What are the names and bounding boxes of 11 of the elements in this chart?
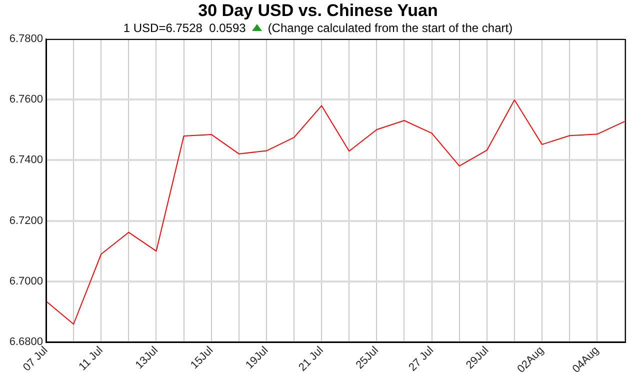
text: (Change calculated from the start of the chart)	[268, 21, 513, 35]
x-tick-label: 11 Jul	[76, 344, 106, 374]
chart-subtitle: 1 USD=6.7528 0.0593	[123, 21, 246, 35]
chart-title: 30 Day USD vs. Chinese Yuan	[197, 1, 439, 21]
y-tick-label: 6.7800	[9, 33, 43, 46]
x-tick-label: 21 Jul	[296, 344, 326, 374]
y-tick-label: 6.7400	[9, 154, 43, 166]
x-tick-label: 27 Jul	[406, 344, 436, 374]
y-tick-label: 6.7000	[9, 275, 43, 288]
y-tick-label: 6.7600	[9, 94, 43, 106]
y-tick-label: 6.7200	[9, 214, 43, 227]
